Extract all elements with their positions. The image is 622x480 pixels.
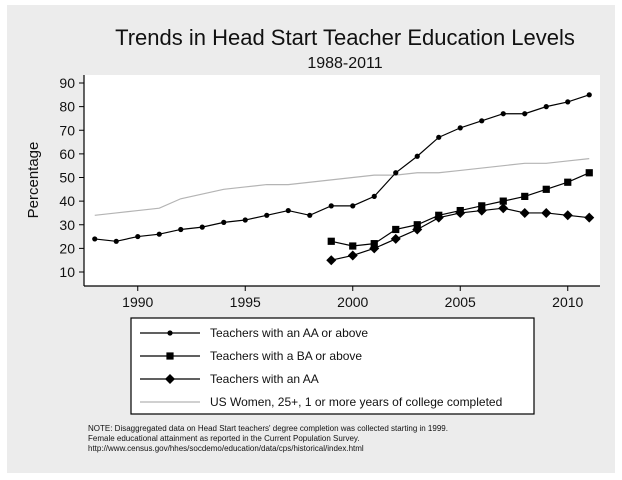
series-aa-or-above bbox=[92, 92, 592, 244]
data-point-aa-or-above-1989 bbox=[113, 238, 119, 244]
data-point-aa-2001 bbox=[369, 243, 380, 254]
data-point-aa-2008 bbox=[519, 207, 530, 218]
data-point-ba-or-above-2000 bbox=[349, 242, 357, 250]
x-tick-label-1995: 1995 bbox=[230, 294, 261, 310]
data-point-aa-or-above-2006 bbox=[479, 118, 485, 124]
data-point-aa-1999 bbox=[326, 255, 337, 266]
data-point-ba-or-above-2008 bbox=[521, 192, 529, 200]
data-point-aa-2005 bbox=[455, 207, 466, 218]
chart-subtitle: 1988-2011 bbox=[307, 55, 382, 72]
y-tick-label-60: 60 bbox=[59, 146, 75, 162]
y-tick-label-90: 90 bbox=[59, 75, 75, 91]
legend-label-us-women: US Women, 25+, 1 or more years of colleg… bbox=[210, 395, 502, 409]
data-point-aa-2002 bbox=[390, 233, 401, 244]
legend-marker-ba-or-above bbox=[166, 352, 174, 360]
data-point-aa-or-above-1997 bbox=[285, 207, 291, 214]
y-tick-label-20: 20 bbox=[59, 240, 75, 256]
data-point-aa-2000 bbox=[347, 250, 358, 261]
data-point-aa-or-above-2008 bbox=[522, 111, 528, 117]
note-line-2: Female educational attainment as reporte… bbox=[88, 434, 360, 443]
data-point-aa-2009 bbox=[541, 207, 552, 218]
series-aa bbox=[326, 203, 595, 266]
data-point-aa-or-above-2011 bbox=[586, 92, 592, 98]
data-point-aa-or-above-1994 bbox=[221, 219, 227, 225]
data-point-aa-or-above-2000 bbox=[350, 203, 356, 209]
data-point-aa-2011 bbox=[584, 212, 595, 223]
legend: Teachers with an AA or above Teachers wi… bbox=[130, 317, 535, 415]
data-point-aa-2010 bbox=[562, 210, 573, 221]
data-point-aa-or-above-1998 bbox=[307, 212, 313, 218]
data-point-aa-2003 bbox=[412, 224, 423, 235]
data-point-aa-or-above-1991 bbox=[156, 231, 162, 237]
y-tick-label-70: 70 bbox=[59, 122, 75, 138]
series-us-women bbox=[94, 158, 590, 216]
data-point-ba-or-above-1999 bbox=[327, 237, 335, 245]
data-point-ba-or-above-2009 bbox=[542, 185, 550, 193]
axes: 10 20 30 40 50 60 70 80 90 1990 1995 2000 2005 2010 bbox=[59, 75, 600, 310]
y-tick-label-10: 10 bbox=[59, 264, 75, 280]
data-point-aa-or-above-2003 bbox=[414, 153, 420, 159]
data-point-aa-or-above-1995 bbox=[242, 217, 248, 223]
note-line-1: NOTE: Disaggregated data on Head Start t… bbox=[88, 424, 448, 433]
legend-box bbox=[130, 317, 535, 415]
legend-marker-aa-or-above bbox=[167, 330, 173, 336]
data-point-aa-2004 bbox=[433, 212, 444, 223]
data-point-aa-or-above-1996 bbox=[264, 212, 270, 218]
y-tick-label-40: 40 bbox=[59, 193, 75, 209]
data-point-ba-or-above-2002 bbox=[392, 225, 400, 234]
legend-label-aa: Teachers with an AA bbox=[210, 372, 319, 386]
x-tick-label-2010: 2010 bbox=[552, 294, 583, 310]
data-point-aa-2007 bbox=[498, 203, 509, 214]
y-tick-label-30: 30 bbox=[59, 217, 75, 233]
data-point-ba-or-above-2007 bbox=[499, 197, 507, 205]
legend-symbols bbox=[140, 330, 200, 403]
series-line-aa-or-above bbox=[94, 94, 590, 242]
data-point-ba-or-above-2010 bbox=[564, 178, 572, 186]
legend-label-ba-or-above: Teachers with a BA or above bbox=[210, 349, 362, 363]
data-point-aa-or-above-2001 bbox=[371, 193, 377, 199]
y-tick-label-80: 80 bbox=[59, 99, 75, 115]
legend-label-aa-or-above: Teachers with an AA or above bbox=[210, 326, 368, 340]
data-point-aa-or-above-1993 bbox=[199, 224, 205, 230]
series-line-us-women bbox=[94, 158, 590, 216]
x-tick-label-1990: 1990 bbox=[122, 294, 153, 310]
y-axis-title: Percentage bbox=[25, 142, 42, 219]
data-point-aa-or-above-2009 bbox=[543, 104, 549, 110]
data-point-aa-or-above-2010 bbox=[565, 99, 571, 105]
data-point-aa-or-above-1992 bbox=[178, 226, 184, 233]
data-point-aa-or-above-1988 bbox=[92, 236, 98, 242]
series-layer bbox=[92, 92, 595, 266]
note-line-3: http://www.census.gov/hhes/socdemo/educa… bbox=[88, 444, 364, 453]
chart-title: Trends in Head Start Teacher Education L… bbox=[115, 25, 575, 50]
data-point-aa-or-above-2005 bbox=[457, 125, 463, 131]
data-point-aa-2006 bbox=[476, 205, 487, 216]
data-point-aa-or-above-2002 bbox=[393, 170, 399, 176]
plot-area bbox=[84, 75, 600, 286]
data-point-aa-or-above-1999 bbox=[328, 203, 334, 209]
y-tick-label-50: 50 bbox=[59, 170, 75, 186]
x-tick-label-2000: 2000 bbox=[337, 294, 368, 310]
data-point-ba-or-above-2011 bbox=[585, 169, 593, 177]
data-point-aa-or-above-2007 bbox=[500, 111, 506, 117]
data-point-aa-or-above-1990 bbox=[135, 233, 141, 240]
data-point-aa-or-above-2004 bbox=[436, 134, 442, 140]
x-tick-label-2005: 2005 bbox=[445, 294, 476, 310]
legend-marker-aa bbox=[165, 374, 175, 384]
